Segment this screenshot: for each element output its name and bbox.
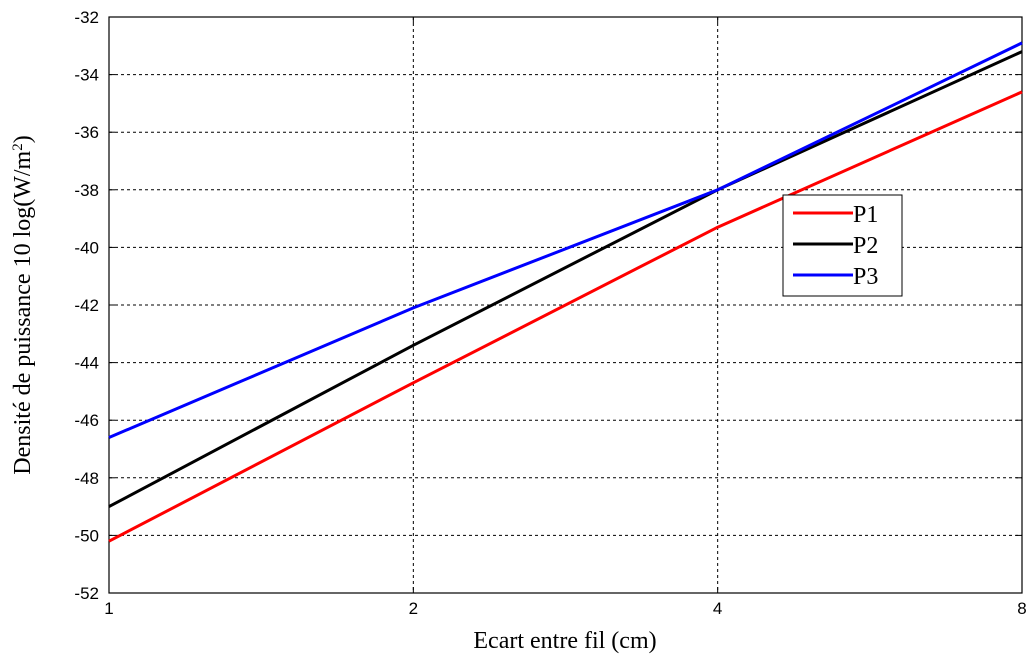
y-tick-label: -44 (74, 354, 99, 373)
y-tick-label: -32 (74, 8, 99, 27)
y-axis-label-superscript: 2 (10, 143, 26, 151)
legend-label-p3: P3 (853, 264, 878, 290)
series-line-p1 (108, 90, 1023, 543)
x-tick-label: 8 (1017, 599, 1026, 618)
y-tick-label: -50 (74, 526, 99, 545)
y-tick-label: -40 (74, 238, 99, 257)
y-tick-label: -38 (74, 181, 99, 200)
y-tick-label: -52 (74, 584, 99, 603)
y-tick-label: -34 (74, 66, 99, 85)
y-axis-label: Densité de puissance 10 log(W/m2) (10, 135, 36, 474)
y-axis-tick-labels: -52 -50 -48 -46 -44 -42 -40 -38 -36 -34 -32 (74, 8, 99, 603)
legend-label-p2: P2 (853, 233, 878, 259)
series-line-p3 (108, 41, 1023, 439)
x-axis-tick-labels: 1 2 4 8 (104, 599, 1026, 618)
x-tick-label: 2 (409, 599, 418, 618)
y-axis-label-tail: ) (10, 135, 36, 143)
x-tick-label: 4 (713, 599, 722, 618)
legend: P1 P2 P3 (782, 194, 903, 297)
series-lines (108, 41, 1023, 543)
x-axis-label: Ecart entre fil (cm) (473, 628, 656, 654)
y-tick-label: -42 (74, 296, 99, 315)
series-line-p2 (108, 50, 1023, 508)
y-tick-label: -46 (74, 411, 99, 430)
y-axis-label-main: Densité de puissance 10 log(W/m (10, 150, 36, 474)
x-tick-label: 1 (104, 599, 113, 618)
legend-label-p1: P1 (853, 202, 878, 228)
plot-area (108, 16, 1023, 594)
y-tick-label: -36 (74, 123, 99, 142)
y-tick-label: -48 (74, 469, 99, 488)
